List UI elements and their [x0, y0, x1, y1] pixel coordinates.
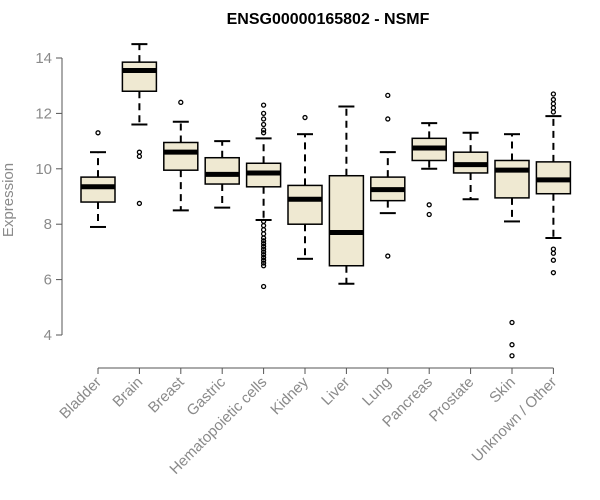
y-axis-label: Expression	[0, 163, 17, 237]
iqr-box	[163, 141, 199, 171]
outlier-point	[260, 240, 267, 247]
outlier-point	[260, 257, 267, 263]
x-tick-label: Liver	[318, 374, 353, 409]
outlier-point	[136, 200, 143, 207]
box-brain	[121, 43, 158, 207]
box-prostate	[452, 131, 489, 201]
box-series	[80, 43, 572, 359]
y-tick-label: 6	[44, 272, 52, 289]
box-bladder	[80, 130, 116, 228]
iqr-box	[80, 176, 116, 203]
outlier-point	[260, 227, 267, 233]
outlier-point	[260, 130, 267, 136]
outlier-point	[260, 231, 267, 237]
outlier-point	[260, 263, 267, 269]
y-tick-label: 12	[35, 105, 52, 122]
outlier-point	[260, 243, 267, 250]
outlier-point	[550, 246, 557, 252]
outlier-point	[550, 105, 557, 111]
outlier-point	[550, 91, 557, 97]
outlier-point	[509, 342, 515, 348]
outlier-point	[385, 116, 391, 122]
iqr-box	[287, 184, 323, 225]
outlier-point	[95, 130, 101, 136]
y-tick-label: 8	[44, 216, 52, 233]
outlier-point	[550, 257, 557, 263]
iqr-box	[121, 61, 158, 92]
box-pancreas	[411, 122, 447, 218]
outlier-point	[260, 218, 267, 225]
y-axis: 4 6 8 10 12 14	[35, 50, 63, 344]
y-tick-label: 4	[44, 327, 52, 344]
outlier-point	[260, 254, 267, 261]
outlier-point	[550, 96, 557, 103]
box-breast	[163, 99, 199, 212]
outlier-point	[426, 202, 432, 208]
outlier-point	[385, 253, 391, 259]
x-tick-label: Skin	[486, 374, 519, 407]
outlier-point	[550, 109, 557, 115]
box-hematopoietic-cells	[245, 102, 282, 290]
box-kidney	[287, 114, 323, 260]
outlier-point	[260, 102, 267, 108]
outlier-point	[260, 260, 267, 266]
outlier-point	[260, 116, 267, 122]
iqr-box	[494, 159, 530, 199]
outlier-point	[302, 114, 308, 121]
box-unknown-other	[535, 91, 572, 276]
outlier-point	[509, 353, 515, 359]
x-tick-label: Breast	[145, 373, 188, 416]
box-skin	[494, 133, 530, 359]
outlier-point	[260, 235, 267, 241]
x-tick-label: Brain	[109, 374, 146, 411]
x-tick-label: Prostate	[426, 374, 478, 426]
x-tick-label: Kidney	[267, 373, 312, 418]
outlier-point	[260, 252, 267, 258]
outlier-point	[550, 101, 557, 107]
x-tick-label: Lung	[359, 374, 395, 410]
iqr-box	[204, 156, 240, 185]
outlier-point	[260, 246, 267, 252]
outlier-point	[260, 283, 267, 290]
outlier-point	[550, 250, 557, 256]
box-liver	[328, 105, 365, 285]
outlier-point	[550, 270, 557, 276]
outlier-point	[260, 238, 267, 244]
box-gastric	[204, 140, 240, 209]
outlier-point	[426, 211, 432, 218]
x-tick-label: Bladder	[56, 374, 105, 423]
outlier-point	[385, 92, 391, 99]
outlier-point	[136, 149, 143, 155]
chart-title: ENSG00000165802 - NSMF	[227, 11, 430, 28]
outlier-point	[260, 121, 267, 128]
y-tick-label: 14	[35, 50, 52, 67]
outlier-point	[260, 222, 267, 229]
outlier-point	[136, 153, 143, 159]
outlier-point	[178, 99, 184, 105]
outlier-point	[509, 319, 515, 326]
outlier-point	[260, 110, 267, 117]
box-lung	[370, 92, 406, 259]
outlier-point	[260, 127, 267, 133]
outlier-point	[260, 249, 267, 255]
iqr-box	[328, 174, 365, 267]
y-tick-label: 10	[35, 161, 52, 178]
